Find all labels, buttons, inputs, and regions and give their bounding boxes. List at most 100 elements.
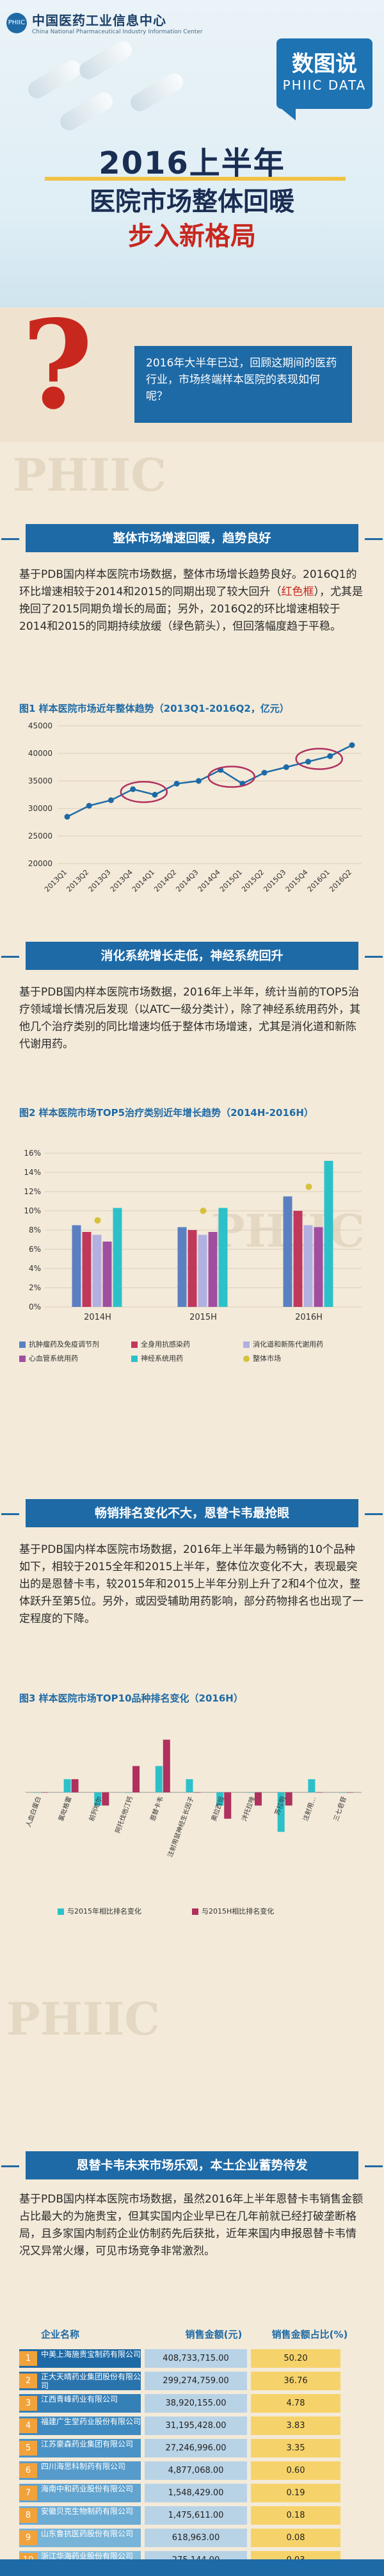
- overall-market-marker: [305, 1183, 312, 1190]
- sales-amount-cell: 27,246,996.00: [145, 2439, 247, 2457]
- y-tick-label: 25000: [28, 832, 52, 841]
- rank-badge: 8: [19, 2508, 37, 2523]
- bar: [188, 1230, 197, 1307]
- bar: [94, 1792, 102, 1806]
- x-tick-label: 2015Q3: [262, 868, 287, 894]
- section1-heading: 整体市场增速回暖，趋势良好: [1, 524, 383, 552]
- sales-amount-cell: 38,920,155.00: [145, 2394, 247, 2413]
- x-tick-label: 2015Q4: [284, 868, 310, 894]
- company-name: 正大天晴药业集团股份有限公司: [41, 2372, 141, 2390]
- bar: [285, 1792, 292, 1806]
- legend-item: 神经系统用药: [131, 1353, 243, 1363]
- table-row: 4 福建广生堂药业股份有限公司 31,195,428.00 3.83: [19, 2416, 365, 2436]
- x-tick-label: 2016Q2: [328, 868, 353, 894]
- data-point: [64, 814, 70, 820]
- y-tick-label: 40000: [28, 749, 52, 758]
- legend-item: 全身用抗感染药: [131, 1339, 243, 1349]
- bar: [277, 1792, 285, 1832]
- company-cell: 3 江西青峰药业有限公司: [19, 2394, 141, 2413]
- bar: [102, 1792, 109, 1806]
- figure1-line-chart: 2000025000300003500040000450002013Q12013…: [28, 721, 362, 894]
- sales-share-cell: 3.35: [251, 2439, 340, 2457]
- bar: [283, 1196, 292, 1307]
- data-point: [305, 759, 312, 765]
- sales-share-cell: 0.18: [251, 2506, 340, 2525]
- x-tick-label: 三七皂苷: [332, 1795, 348, 1822]
- badge-title: 数图说: [292, 51, 357, 77]
- sales-share-cell: 36.76: [251, 2372, 340, 2390]
- section4-paragraph: 基于PDB国内样本医院市场数据，虽然2016年上半年恩替卡韦销售金额占比最大的为…: [19, 2193, 364, 2258]
- company-cell: 7 海南中和药业股份有限公司: [19, 2484, 141, 2502]
- y-tick-label: 10%: [24, 1206, 41, 1215]
- x-tick-label: 2014H: [84, 1313, 111, 1322]
- sales-amount-cell: 408,733,715.00: [145, 2349, 247, 2368]
- figure3-bar-chart: 人血白蛋白 氯吡格雷 前列地尔 阿托伐他汀钙 恩替卡韦 注射用鼠神经生长因子 奥拉西坦 泮托拉…: [24, 1739, 362, 1858]
- page-title-line3: 步入新格局: [128, 222, 256, 251]
- company-name: 山东鲁抗医药股份有限公司: [41, 2529, 134, 2538]
- org-logo: PHIIC 中国医药工业信息中心 China National Pharmace…: [6, 10, 203, 35]
- bar: [303, 1225, 313, 1307]
- y-tick-label: 45000: [28, 721, 52, 730]
- x-tick-label: 奥拉西坦: [209, 1795, 226, 1822]
- y-tick-label: 4%: [29, 1264, 41, 1273]
- overall-market-marker: [94, 1217, 101, 1224]
- sales-amount-cell: 1,475,611.00: [145, 2506, 247, 2525]
- bar: [132, 1766, 140, 1793]
- company-name: 浙江华海药业股份有限公司: [41, 2552, 134, 2561]
- legend-item: 整体市场: [243, 1353, 355, 1363]
- bar: [218, 1208, 228, 1307]
- x-tick-label: 2014Q3: [174, 868, 200, 894]
- sales-share-cell: 0.08: [251, 2529, 340, 2547]
- y-tick-label: 35000: [28, 776, 52, 785]
- x-tick-label: 注射用鼠神经生长因子: [166, 1795, 195, 1858]
- company-name: 江苏豪森药业集团有限公司: [41, 2440, 134, 2449]
- company-cell: 1 中美上海施贵宝制药有限公司: [19, 2349, 141, 2368]
- bar: [314, 1227, 323, 1307]
- column-header: 销售金额占比(%): [271, 2328, 348, 2340]
- capsule-decoration: [19, 38, 211, 135]
- badge-subtitle: PHIIC DATA: [282, 78, 367, 93]
- company-cell: 5 江苏豪森药业集团有限公司: [19, 2439, 141, 2457]
- x-tick-label: 2015Q1: [218, 868, 244, 894]
- x-tick-label: 2013Q2: [65, 868, 90, 894]
- x-tick-label: 阿托伐他汀钙: [113, 1795, 134, 1834]
- section1-paragraph: 基于PDB国内样本医院市场数据，整体市场增长趋势良好。2016Q1的环比增速相较…: [19, 568, 364, 633]
- y-tick-label: 8%: [29, 1226, 41, 1235]
- series-line: [67, 744, 353, 818]
- rank-badge: 6: [19, 2463, 37, 2478]
- table-row: 2 正大天晴药业集团股份有限公司 299,274,759.00 36.76: [19, 2371, 365, 2391]
- title-divider: [45, 177, 346, 181]
- bar: [198, 1235, 207, 1307]
- company-cell: 2 正大天晴药业集团股份有限公司: [19, 2372, 141, 2390]
- overall-market-marker: [200, 1208, 207, 1214]
- company-name: 中美上海施贵宝制药有限公司: [41, 2350, 141, 2359]
- bar: [71, 1779, 79, 1793]
- column-header: 销售金额(元): [185, 2328, 243, 2340]
- bar: [254, 1792, 262, 1806]
- rank-badge: 1: [19, 2351, 37, 2366]
- bar: [208, 1232, 218, 1307]
- x-tick-label: 2015Q2: [240, 868, 266, 894]
- x-tick-label: 2013Q3: [87, 868, 113, 894]
- sales-share-cell: 3.83: [251, 2416, 340, 2435]
- rank-badge: 3: [19, 2396, 37, 2411]
- x-tick-label: 2015H: [189, 1313, 217, 1322]
- x-tick-label: 2013Q1: [43, 868, 68, 894]
- y-tick-label: 12%: [24, 1187, 41, 1196]
- legend-item: 心血管系统用药: [19, 1353, 131, 1363]
- data-point: [283, 764, 289, 770]
- table-row: 3 江西青峰药业有限公司 38,920,155.00 4.78: [19, 2393, 365, 2413]
- sales-amount-cell: 31,195,428.00: [145, 2416, 247, 2435]
- sales-amount-cell: 4,877,068.00: [145, 2461, 247, 2480]
- bar: [293, 1211, 303, 1307]
- y-tick-label: 16%: [24, 1149, 41, 1158]
- org-name-cn: 中国医药工业信息中心: [32, 13, 166, 28]
- table-row: 7 海南中和药业股份有限公司 1,548,429.00 0.19: [19, 2483, 365, 2503]
- company-name: 海南中和药业股份有限公司: [41, 2484, 134, 2493]
- sales-share-cell: 50.20: [251, 2349, 340, 2368]
- data-point: [152, 792, 158, 798]
- section2-paragraph: 基于PDB国内样本医院市场数据，2016年上半年，统计当前的TOP5治疗领域增长…: [19, 986, 361, 1051]
- company-cell: 4 福建广生堂药业股份有限公司: [19, 2416, 141, 2435]
- x-tick-label: 2016H: [295, 1313, 323, 1322]
- sales-amount-cell: 618,963.00: [145, 2529, 247, 2547]
